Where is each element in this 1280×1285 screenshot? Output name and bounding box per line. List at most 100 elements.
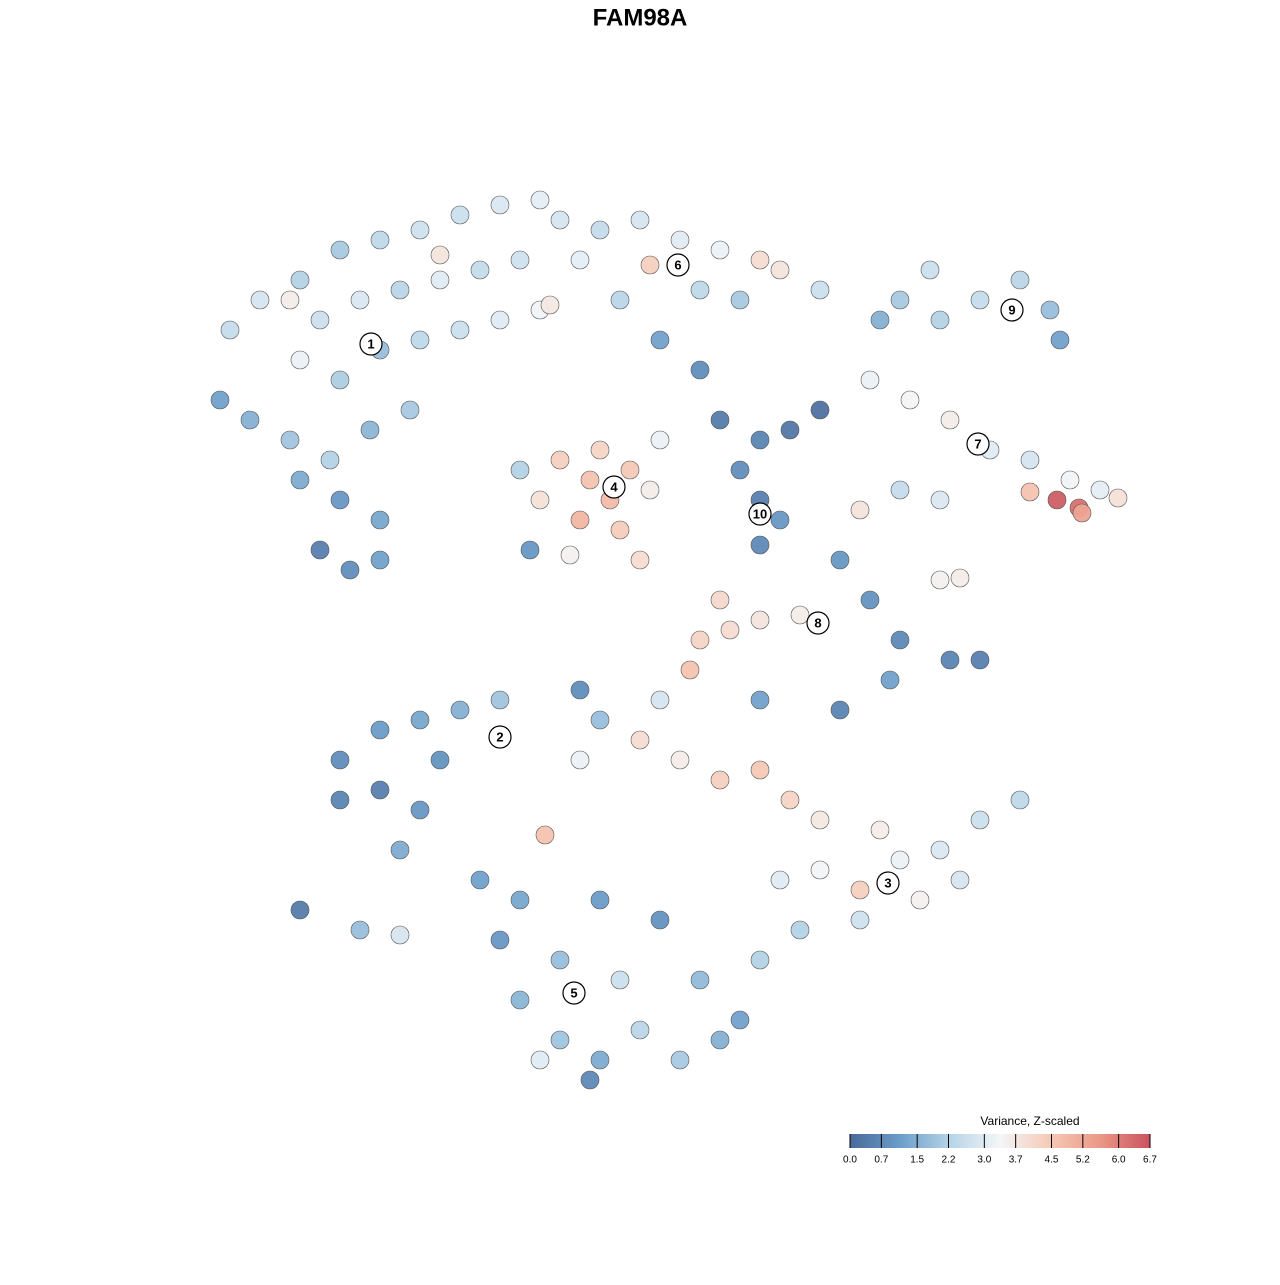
point <box>590 890 610 910</box>
point <box>590 1050 610 1070</box>
point <box>410 800 430 820</box>
points <box>210 190 1128 1090</box>
cluster-label: 3 <box>884 875 891 890</box>
point <box>535 825 555 845</box>
point <box>550 1030 570 1050</box>
point <box>570 250 590 270</box>
point <box>640 480 660 500</box>
point <box>930 840 950 860</box>
point <box>710 410 730 430</box>
point <box>690 280 710 300</box>
point <box>390 925 410 945</box>
point <box>350 290 370 310</box>
cluster-marker <box>806 611 830 635</box>
point <box>690 630 710 650</box>
point <box>220 320 240 340</box>
point <box>1047 490 1067 510</box>
point <box>900 390 920 410</box>
point <box>710 590 730 610</box>
point <box>710 240 730 260</box>
point <box>830 700 850 720</box>
point <box>650 330 670 350</box>
point <box>810 280 830 300</box>
point <box>510 890 530 910</box>
cluster-marker <box>876 871 900 895</box>
point <box>310 310 330 330</box>
point <box>890 630 910 650</box>
point <box>750 950 770 970</box>
point <box>550 950 570 970</box>
point <box>670 1050 690 1070</box>
point <box>570 680 590 700</box>
point <box>690 360 710 380</box>
point <box>890 290 910 310</box>
point <box>630 730 650 750</box>
point <box>350 920 370 940</box>
point <box>1010 270 1030 290</box>
point <box>490 930 510 950</box>
point <box>400 400 420 420</box>
cluster-label: 9 <box>1008 302 1015 317</box>
point <box>870 820 890 840</box>
point <box>590 440 610 460</box>
point <box>570 510 590 530</box>
point <box>390 280 410 300</box>
point <box>730 290 750 310</box>
point <box>410 220 430 240</box>
point <box>940 410 960 430</box>
point <box>580 470 600 490</box>
cluster-label: 8 <box>814 615 821 630</box>
colorbar: Variance, Z-scaled 0.0 0.7 1.5 2.2 3.0 3.7 4.5… <box>843 1114 1157 1165</box>
point <box>1010 790 1030 810</box>
point <box>370 780 390 800</box>
point <box>390 840 410 860</box>
point <box>570 750 590 770</box>
point <box>750 250 770 270</box>
point <box>970 650 990 670</box>
point <box>530 190 550 210</box>
point <box>890 850 910 870</box>
point <box>780 420 800 440</box>
point <box>560 545 580 565</box>
point <box>610 290 630 310</box>
point <box>620 460 640 480</box>
point <box>650 690 670 710</box>
cluster-marker <box>1000 298 1024 322</box>
point <box>550 450 570 470</box>
colorbar-tick-label: 0.0 <box>843 1155 857 1166</box>
point <box>510 460 530 480</box>
point <box>330 370 350 390</box>
point <box>530 490 550 510</box>
point <box>1090 480 1110 500</box>
point <box>730 460 750 480</box>
point <box>720 620 740 640</box>
cluster-marker <box>748 502 772 526</box>
cluster-label: 6 <box>674 257 681 272</box>
point <box>860 370 880 390</box>
point <box>790 605 810 625</box>
point <box>320 450 340 470</box>
colorbar-tick-label: 2.2 <box>942 1155 956 1166</box>
point <box>950 568 970 588</box>
point <box>490 690 510 710</box>
point <box>590 220 610 240</box>
point <box>750 430 770 450</box>
colorbar-tick-label: 6.7 <box>1143 1155 1157 1166</box>
cluster-marker <box>666 253 690 277</box>
cluster-label: 7 <box>974 436 981 451</box>
point <box>680 660 700 680</box>
colorbar-tick-label: 6.0 <box>1112 1155 1126 1166</box>
chart-title: FAM98A <box>593 4 688 31</box>
cluster-marker <box>966 432 990 456</box>
point <box>510 250 530 270</box>
point <box>930 490 950 510</box>
colorbar-tick-label: 4.5 <box>1045 1155 1059 1166</box>
point <box>240 410 260 430</box>
point <box>850 880 870 900</box>
point <box>940 650 960 670</box>
point <box>640 255 660 275</box>
point <box>490 310 510 330</box>
point <box>540 295 560 315</box>
point <box>430 270 450 290</box>
